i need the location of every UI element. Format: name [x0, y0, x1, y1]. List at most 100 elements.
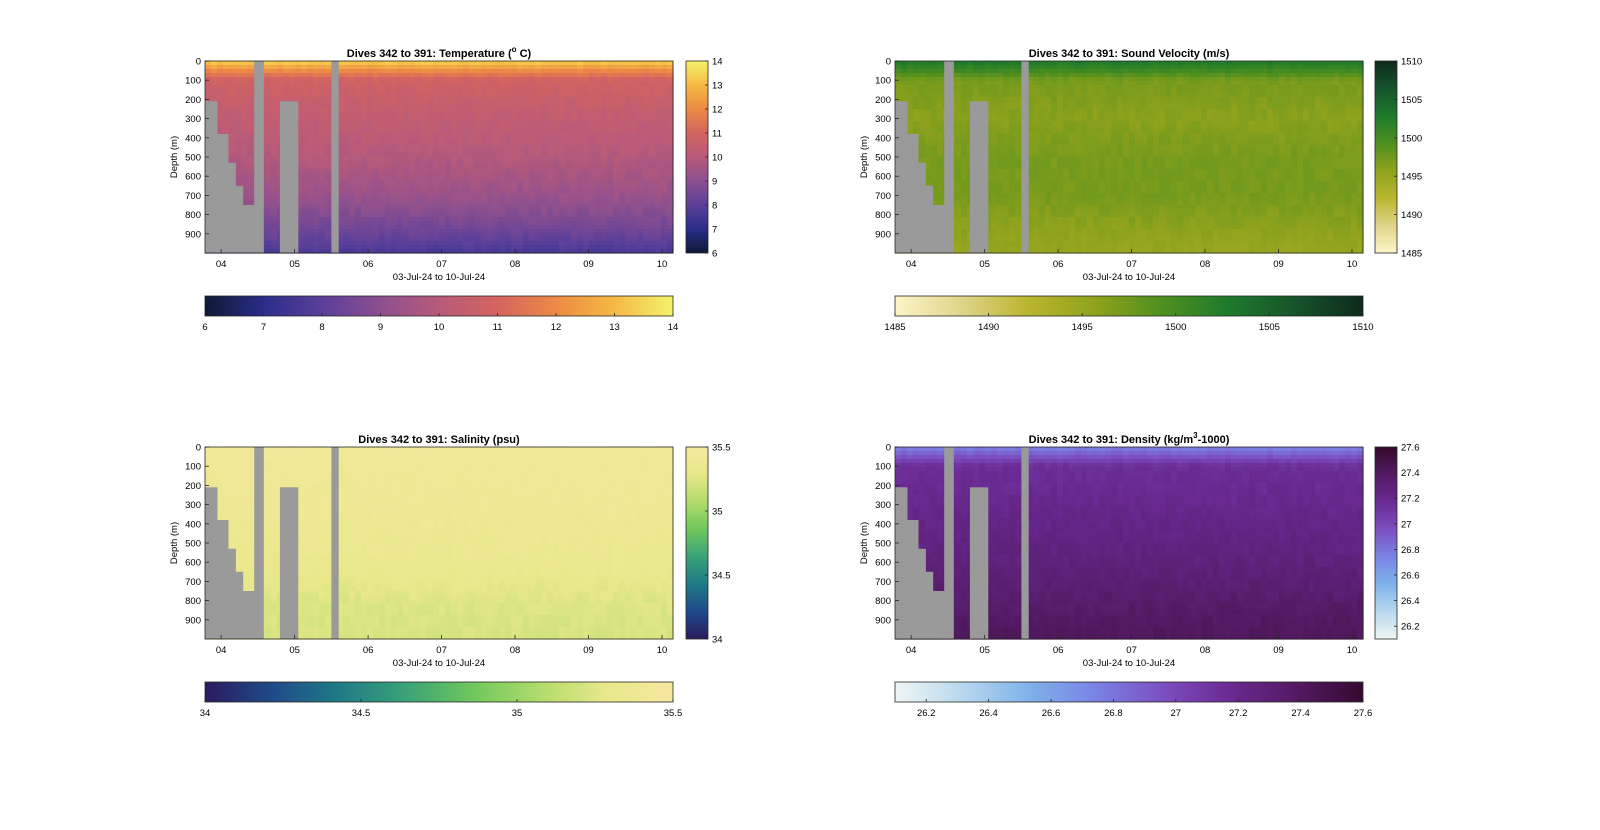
heatmap-cell	[565, 105, 572, 110]
heatmap-cell	[955, 225, 962, 230]
no-data-region	[205, 61, 339, 253]
heatmap-cell	[571, 189, 578, 194]
heatmap-cell	[409, 153, 416, 158]
heatmap-cell	[301, 249, 308, 254]
heatmap-cell	[655, 121, 662, 126]
heatmap-cell	[607, 145, 614, 150]
heatmap-cell	[403, 189, 410, 194]
heatmap-cell	[265, 93, 272, 98]
heatmap-cell	[577, 117, 584, 122]
heatmap-cell	[511, 229, 518, 234]
heatmap-cell	[1009, 93, 1016, 98]
heatmap-cell	[403, 229, 410, 234]
heatmap-cell	[481, 153, 488, 158]
heatmap-cell	[433, 117, 440, 122]
heatmap-cell	[541, 77, 548, 82]
heatmap-cell	[961, 249, 968, 254]
heatmap-cell	[319, 77, 326, 82]
heatmap-cell	[325, 141, 332, 146]
heatmap-cell	[301, 181, 308, 186]
heatmap-cell	[343, 109, 350, 114]
heatmap-cell	[367, 129, 374, 134]
heatmap-cell	[1033, 173, 1040, 178]
heatmap-cell	[385, 237, 392, 242]
heatmap-cell	[595, 165, 602, 170]
heatmap-cell	[523, 165, 530, 170]
heatmap-cell	[925, 65, 932, 70]
heatmap-cell	[931, 161, 938, 166]
heatmap-cell	[1003, 89, 1010, 94]
heatmap-cell	[565, 229, 572, 234]
x-tick-label: 10	[657, 259, 668, 270]
heatmap-cell	[991, 177, 998, 182]
heatmap-cell	[487, 225, 494, 230]
heatmap-cell	[547, 137, 554, 142]
heatmap-cell	[403, 241, 410, 246]
heatmap-cell	[529, 157, 536, 162]
heatmap-cell	[409, 69, 416, 74]
heatmap-cell	[991, 93, 998, 98]
heatmap-cell	[355, 77, 362, 82]
heatmap-cell	[931, 97, 938, 102]
heatmap-cell	[517, 177, 524, 182]
heatmap-cell	[313, 149, 320, 154]
heatmap-cell	[493, 109, 500, 114]
heatmap-cell	[667, 133, 674, 138]
heatmap-cell	[343, 241, 350, 246]
heatmap-cell	[547, 73, 554, 78]
heatmap-cell	[583, 85, 590, 90]
heatmap-cell	[481, 197, 488, 202]
heatmap-cell	[535, 73, 542, 78]
heatmap-cell	[1003, 61, 1010, 66]
heatmap-cell	[223, 113, 230, 118]
heatmap-cell	[337, 165, 344, 170]
heatmap-cell	[241, 165, 248, 170]
heatmap-cell	[631, 189, 638, 194]
heatmap-cell	[391, 201, 398, 206]
heatmap-cell	[625, 129, 632, 134]
heatmap-cell	[577, 217, 584, 222]
heatmap-cell	[439, 233, 446, 238]
heatmap-cell	[463, 137, 470, 142]
heatmap-cell	[307, 69, 314, 74]
heatmap-cell	[409, 177, 416, 182]
heatmap-cell	[385, 105, 392, 110]
heatmap-cell	[319, 181, 326, 186]
heatmap-cell	[373, 61, 380, 66]
heatmap-cell	[247, 77, 254, 82]
heatmap-cell	[619, 137, 626, 142]
heatmap-cell	[583, 145, 590, 150]
heatmap-cell	[343, 201, 350, 206]
heatmap-cell	[415, 241, 422, 246]
heatmap-cell	[595, 97, 602, 102]
heatmap-cell	[325, 249, 332, 254]
heatmap-cell	[487, 245, 494, 250]
heatmap-cell	[427, 61, 434, 66]
heatmap-cell	[451, 69, 458, 74]
heatmap-cell	[319, 97, 326, 102]
heatmap-cell	[667, 161, 674, 166]
heatmap-cell	[397, 169, 404, 174]
heatmap-cell	[607, 93, 614, 98]
heatmap-cell	[493, 221, 500, 226]
heatmap-cell	[553, 101, 560, 106]
heatmap-cell	[631, 149, 638, 154]
heatmap-cell	[247, 97, 254, 102]
heatmap-cell	[1003, 149, 1010, 154]
heatmap-cell	[523, 117, 530, 122]
heatmap-cell	[955, 73, 962, 78]
heatmap-cell	[649, 105, 656, 110]
heatmap-cell	[1027, 213, 1034, 218]
heatmap-cell	[1039, 125, 1046, 130]
heatmap-cell	[319, 185, 326, 190]
heatmap-cell	[373, 65, 380, 70]
heatmap-cell	[997, 177, 1004, 182]
heatmap-cell	[631, 141, 638, 146]
heatmap-cell	[463, 73, 470, 78]
heatmap-cell	[1009, 169, 1016, 174]
heatmap-cell	[991, 217, 998, 222]
heatmap-cell	[631, 69, 638, 74]
heatmap-cell	[559, 65, 566, 70]
heatmap-cell	[523, 101, 530, 106]
heatmap-cell	[427, 177, 434, 182]
